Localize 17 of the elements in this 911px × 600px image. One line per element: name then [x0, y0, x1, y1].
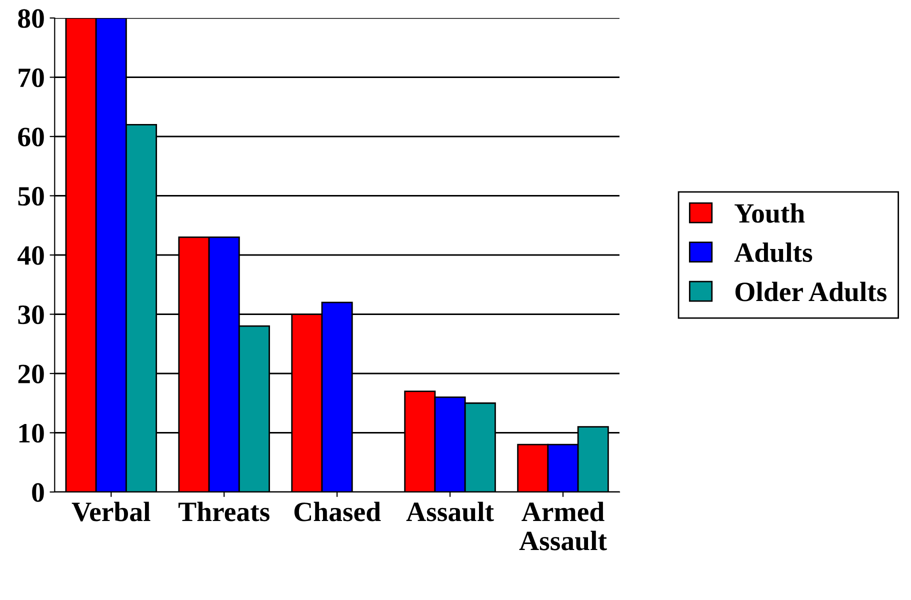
y-tick-label: 60 — [18, 128, 44, 146]
legend-label: Youth — [734, 203, 805, 223]
y-tick-label: 0 — [32, 483, 44, 502]
y-tick-label: 70 — [18, 68, 44, 88]
x-tick-label: Verbal — [72, 502, 150, 522]
y-tick-label: 50 — [18, 186, 44, 206]
y-tick-label: 40 — [18, 246, 44, 265]
legend-label: Older Adults — [735, 282, 887, 302]
y-tick-label: 80 — [18, 9, 44, 28]
legend-label: Adults — [734, 242, 812, 262]
x-tick-label: Chased — [294, 502, 381, 522]
x-tick-label: Threats — [178, 502, 270, 522]
x-tick-label: Assault — [406, 502, 494, 522]
x-tick-label: Armed Assault — [519, 502, 607, 550]
y-tick-label: 10 — [19, 424, 44, 443]
y-tick-label: 20 — [18, 364, 44, 384]
y-tick-label: 30 — [18, 305, 44, 324]
